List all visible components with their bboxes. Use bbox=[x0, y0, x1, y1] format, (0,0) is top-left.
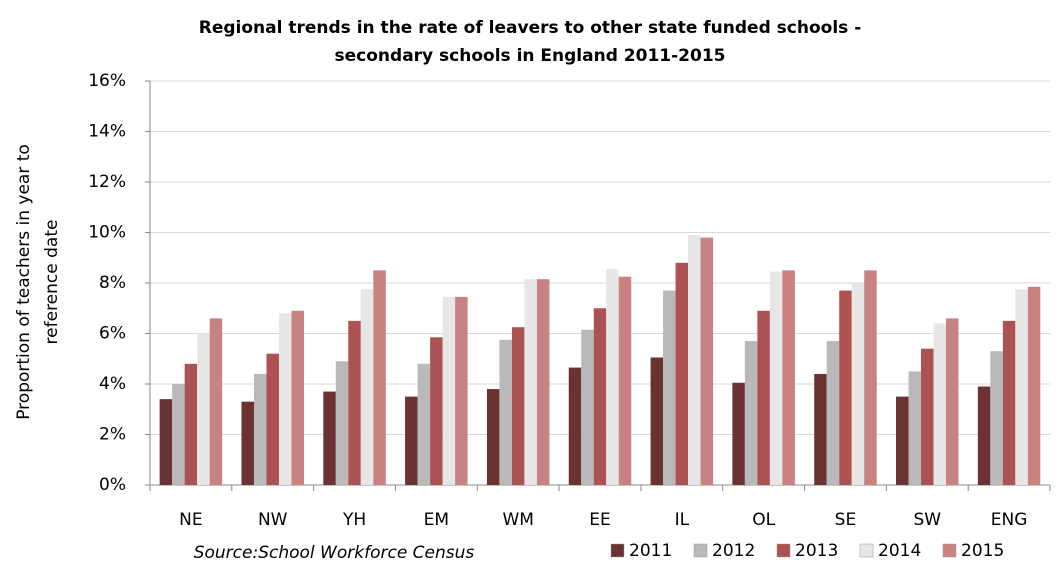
bar bbox=[864, 270, 877, 485]
legend-swatch bbox=[942, 543, 957, 558]
bar bbox=[524, 279, 537, 485]
bar bbox=[593, 308, 607, 485]
y-tick-label: 12% bbox=[88, 172, 126, 192]
bar bbox=[1015, 289, 1028, 485]
y-tick-label: 6% bbox=[99, 324, 126, 344]
x-tick-label: NE bbox=[179, 510, 202, 530]
bar bbox=[839, 290, 852, 485]
bar bbox=[933, 323, 947, 485]
chart-title: Regional trends in the rate of leavers t… bbox=[199, 18, 862, 38]
legend-swatch bbox=[859, 543, 874, 558]
y-tick-label: 14% bbox=[88, 122, 126, 142]
bar bbox=[442, 296, 456, 485]
bar bbox=[977, 386, 991, 485]
bar bbox=[896, 396, 909, 485]
bar bbox=[618, 276, 632, 485]
bar bbox=[757, 310, 770, 485]
source-note: Source:School Workforce Census bbox=[194, 543, 475, 563]
bar bbox=[990, 351, 1003, 485]
bar bbox=[606, 269, 619, 485]
legend-swatch bbox=[776, 543, 791, 558]
bar bbox=[851, 283, 865, 485]
bar bbox=[159, 399, 173, 485]
bar bbox=[335, 361, 349, 485]
bar bbox=[536, 279, 550, 485]
bar bbox=[197, 333, 210, 485]
bar bbox=[732, 382, 745, 485]
y-axis-label: reference date bbox=[42, 220, 62, 345]
bar bbox=[688, 235, 701, 485]
bar bbox=[769, 271, 783, 485]
x-tick-label: IL bbox=[675, 510, 690, 530]
y-tick-label: 16% bbox=[88, 71, 126, 91]
x-tick-label: WM bbox=[502, 510, 533, 530]
bar bbox=[278, 313, 292, 485]
x-tick-label: YH bbox=[342, 510, 366, 530]
y-tick-label: 10% bbox=[88, 223, 126, 243]
bar bbox=[675, 262, 689, 485]
bar bbox=[184, 363, 198, 485]
bar bbox=[266, 353, 279, 485]
x-tick-label: NW bbox=[258, 510, 288, 530]
y-tick-label: 4% bbox=[99, 374, 126, 394]
bar bbox=[360, 289, 374, 485]
legend-label: 2012 bbox=[712, 541, 755, 561]
x-tick-label: EE bbox=[589, 510, 610, 530]
bar bbox=[946, 318, 959, 485]
bar bbox=[568, 367, 582, 485]
legend-label: 2013 bbox=[795, 541, 838, 561]
bar bbox=[253, 373, 267, 485]
bar bbox=[405, 396, 418, 485]
y-tick-label: 2% bbox=[99, 425, 126, 445]
bar bbox=[908, 371, 922, 485]
x-tick-label: ENG bbox=[991, 510, 1028, 530]
bar bbox=[241, 401, 254, 485]
bar bbox=[430, 337, 443, 485]
bar bbox=[348, 320, 361, 485]
legend-label: 2014 bbox=[878, 541, 921, 561]
x-tick-label: EM bbox=[424, 510, 449, 530]
bar bbox=[499, 339, 512, 485]
bar bbox=[323, 391, 336, 485]
bar bbox=[172, 384, 185, 485]
y-tick-label: 0% bbox=[99, 475, 126, 495]
y-axis-label: Proportion of teachers in year to bbox=[14, 144, 34, 420]
y-tick-label: 8% bbox=[99, 273, 126, 293]
x-tick-label: SW bbox=[913, 510, 941, 530]
legend-label: 2015 bbox=[961, 541, 1004, 561]
legend-swatch bbox=[693, 543, 708, 558]
bar bbox=[650, 357, 664, 485]
bar bbox=[921, 348, 934, 485]
bar bbox=[373, 270, 386, 485]
legend-label: 2011 bbox=[629, 541, 672, 561]
bar bbox=[826, 341, 840, 485]
bar bbox=[700, 237, 714, 485]
bar bbox=[511, 327, 525, 485]
x-tick-label: SE bbox=[835, 510, 857, 530]
x-tick-label: OL bbox=[752, 510, 775, 530]
bar bbox=[291, 310, 304, 485]
bar bbox=[663, 290, 676, 485]
bar bbox=[744, 341, 758, 485]
legend-swatch bbox=[610, 543, 625, 558]
bar bbox=[209, 318, 223, 485]
bar bbox=[1002, 320, 1016, 485]
bar bbox=[455, 296, 468, 485]
bar bbox=[486, 389, 500, 485]
bar bbox=[814, 373, 827, 485]
bar bbox=[782, 270, 795, 485]
chart-title: secondary schools in England 2011-2015 bbox=[335, 46, 726, 66]
bar bbox=[417, 363, 431, 485]
bar bbox=[581, 329, 594, 485]
bar bbox=[1027, 286, 1041, 485]
